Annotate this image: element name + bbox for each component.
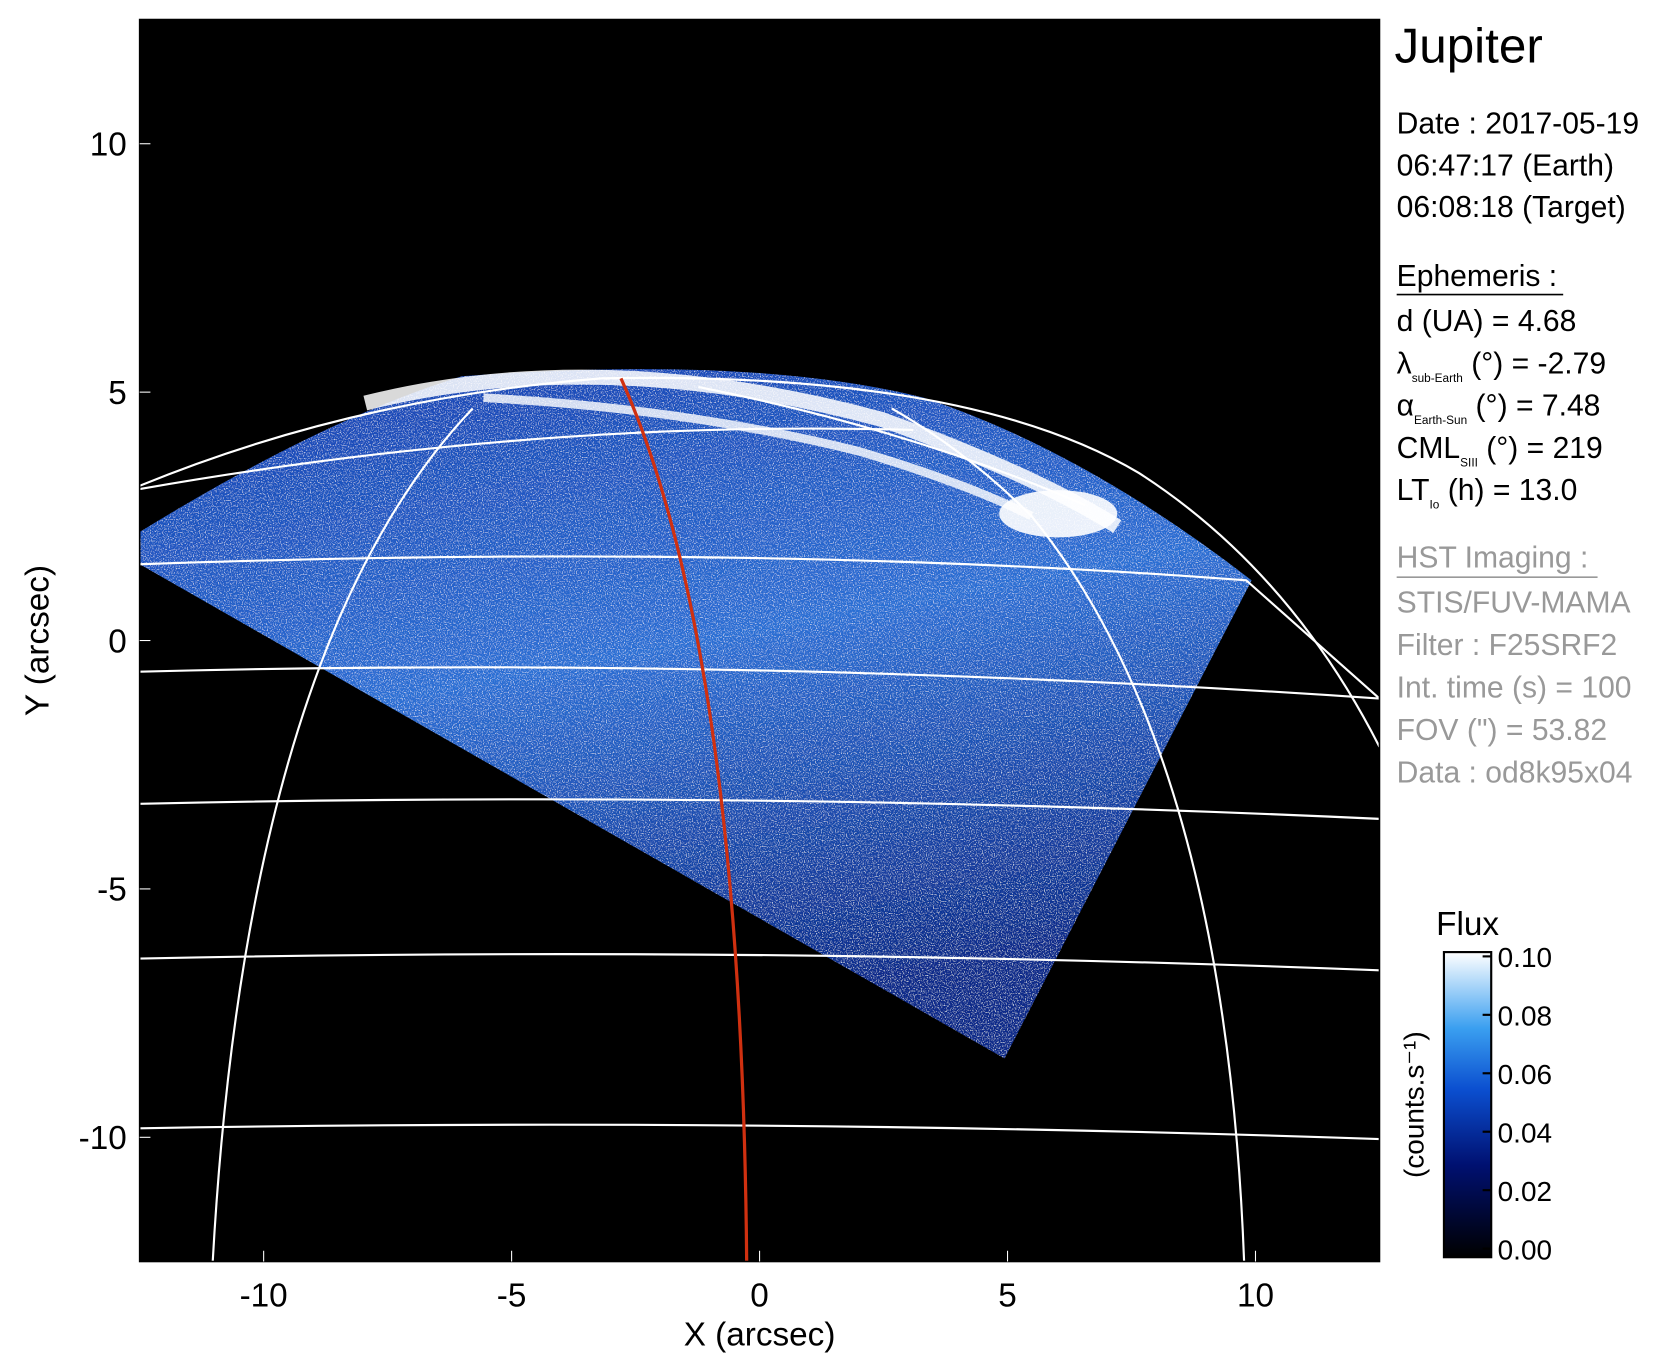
hst-line: Data : od8k95x04: [1397, 756, 1633, 789]
x-tick-label: -5: [497, 1278, 527, 1315]
x-tick-label: 5: [998, 1278, 1017, 1315]
date-line: 06:47:17 (Earth): [1397, 149, 1614, 182]
plot-area: [139, 19, 1380, 1262]
ephemeris-value: (h) = 13.0: [1439, 474, 1577, 507]
x-axis-label: X (arcsec): [684, 1316, 836, 1353]
x-tick-label: 10: [1237, 1278, 1274, 1315]
x-tick-label: -10: [240, 1278, 288, 1315]
ephemeris-row: LTIo (h) = 13.0: [1397, 474, 1578, 512]
ephemeris-row: αEarth-Sun (°) = 7.48: [1397, 390, 1601, 428]
ephemeris-title: Ephemeris :: [1397, 260, 1557, 293]
ephemeris-sub: sub-Earth: [1412, 371, 1463, 385]
ephemeris-sub: SIII: [1460, 455, 1478, 469]
date-line: 06:08:18 (Target): [1397, 191, 1626, 224]
hst-line: FOV (") = 53.82: [1397, 714, 1607, 747]
colorbar-tick-label: 0.00: [1498, 1234, 1552, 1265]
y-axis-label: Y (arcsec): [19, 565, 56, 716]
hst-line: Int. time (s) = 100: [1397, 671, 1632, 704]
colorbar-tick-label: 0.02: [1498, 1176, 1552, 1207]
colorbar: [1442, 951, 1493, 1259]
date-line: Date : 2017-05-19: [1397, 107, 1639, 140]
colorbar-tick-label: 0.10: [1498, 942, 1552, 973]
colorbar-label: (counts.s⁻¹): [1399, 1031, 1430, 1178]
y-tick-label: 5: [108, 375, 127, 412]
x-tick-label: 0: [750, 1278, 769, 1315]
ephemeris-sub: Io: [1430, 498, 1440, 512]
ephemeris-name: CML: [1397, 432, 1461, 465]
ephemeris-name: λ: [1397, 347, 1412, 380]
colorbar-tick-label: 0.06: [1498, 1059, 1552, 1090]
ephemeris-value: (°) = 219: [1478, 432, 1603, 465]
colorbar-tick-label: 0.04: [1498, 1117, 1552, 1148]
y-tick-label: 10: [90, 127, 127, 164]
ephemeris-value: (°) = 7.48: [1467, 390, 1600, 423]
ephemeris-name: LT: [1397, 474, 1430, 507]
ephemeris-row: d (UA) = 4.68: [1397, 305, 1577, 338]
lat-lon-grid: [139, 376, 1380, 1262]
ephemeris-sub: Earth-Sun: [1414, 413, 1467, 427]
hst-line: Filter : F25SRF2: [1397, 629, 1618, 662]
hst-title: HST Imaging :: [1397, 541, 1589, 574]
ephemeris-value: (°) = -2.79: [1463, 347, 1606, 380]
y-tick-label: -10: [79, 1120, 127, 1157]
ephemeris-row: CMLSIII (°) = 219: [1397, 432, 1603, 470]
colorbar-title: Flux: [1436, 906, 1499, 943]
y-tick-label: -5: [97, 872, 127, 909]
info-title: Jupiter: [1395, 19, 1543, 74]
ephemeris-name: d (UA) = 4.68: [1397, 305, 1577, 338]
colorbar-tick-label: 0.08: [1498, 1001, 1552, 1032]
central-meridian: [619, 377, 749, 1262]
detector-image: [139, 369, 1252, 1059]
y-tick-label: 0: [108, 623, 127, 660]
aurora: [363, 369, 1122, 538]
ephemeris-name: α: [1397, 390, 1414, 423]
ephemeris-row: λsub-Earth (°) = -2.79: [1397, 347, 1606, 385]
hst-line: STIS/FUV-MAMA: [1397, 587, 1631, 620]
